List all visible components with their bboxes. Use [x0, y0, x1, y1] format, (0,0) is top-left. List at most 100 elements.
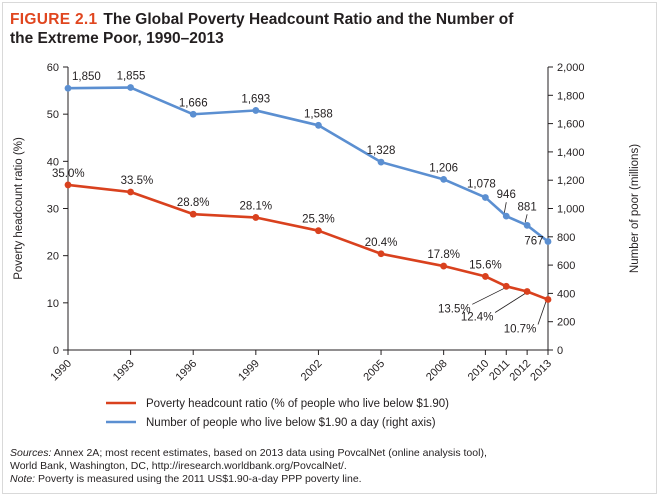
headcount-data-point	[523, 288, 531, 295]
y-right-tick-label: 0	[557, 345, 563, 357]
chart-legend: Poverty headcount ratio (% of people who…	[106, 398, 449, 429]
chart-svg: 010203040506002004006008001,0001,2001,40…	[13, 62, 641, 429]
footnote-sources-line: Sources: Annex 2A; most recent estimates…	[10, 447, 650, 460]
poor-legend-label: Number of people who live below $1.90 a …	[146, 417, 436, 429]
poor-data-point	[127, 84, 135, 91]
headcount-data-label: 28.8%	[177, 197, 210, 209]
poor-data-label: 1,588	[304, 108, 333, 120]
headcount-data-point	[64, 181, 72, 189]
x-tick-label: 2013	[528, 358, 554, 384]
headcount-series-line	[67, 183, 549, 301]
headcount-data-label: 28.1%	[240, 200, 273, 212]
poor-data-label: 1,693	[241, 93, 270, 105]
headcount-data-label: 25.3%	[302, 214, 335, 226]
headcount-legend-label: Poverty headcount ratio (% of people who…	[146, 398, 449, 410]
headcount-data-label: 10.7%	[504, 324, 537, 336]
poor-data-point	[523, 221, 531, 229]
sources-label: Sources:	[10, 447, 52, 459]
poor-data-label: 1,666	[179, 97, 208, 109]
headcount-data-label: 15.6%	[469, 259, 502, 271]
poor-data-point	[189, 110, 197, 118]
poor-data-point	[377, 158, 385, 166]
chart-leaders	[472, 202, 547, 325]
footnote: Sources: Annex 2A; most recent estimates…	[10, 447, 650, 486]
poor-data-point	[544, 238, 552, 245]
poor-data-label: 1,850	[72, 71, 101, 83]
y-right-tick-label: 1,200	[557, 175, 585, 187]
y-left-tick-label: 50	[47, 109, 59, 121]
poor-data-point	[440, 175, 448, 183]
title-text-1: The Global Poverty Headcount Ratio and t…	[103, 11, 514, 28]
y-right-tick-label: 200	[557, 317, 575, 329]
poor-data-point	[502, 212, 510, 220]
poor-data-label: 946	[497, 189, 516, 201]
y-right-tick-label: 400	[557, 288, 575, 300]
headcount-data-label: 20.4%	[365, 237, 398, 249]
poor-data-point	[315, 121, 322, 129]
y-axis-right-title: Number of poor (millions)	[629, 144, 641, 273]
poor-data-point	[252, 107, 260, 114]
headcount-data-point	[502, 282, 510, 290]
headcount-label-leader	[494, 293, 526, 313]
headcount-data-label: 13.5%	[438, 303, 471, 315]
y-right-tick-label: 1,000	[557, 204, 585, 216]
x-tick-label: 2012	[507, 358, 533, 384]
poor-data-label: 1,206	[429, 162, 458, 174]
headcount-data-point	[189, 210, 197, 218]
headcount-label-leader	[472, 287, 505, 305]
y-axis-left-title: Poverty headcount ratio (%)	[13, 137, 25, 280]
headcount-label-leader	[537, 301, 547, 325]
title-line-1: FIGURE 2.1 The Global Poverty Headcount R…	[10, 10, 650, 29]
x-tick-label: 2011	[487, 358, 512, 383]
figure-label: FIGURE 2.1	[10, 11, 98, 28]
x-tick-label: 1990	[48, 358, 74, 384]
headcount-data-point	[481, 273, 489, 280]
poor-data-label: 881	[518, 201, 537, 213]
x-tick-label: 1999	[236, 358, 262, 384]
y-right-tick-label: 1,600	[557, 119, 585, 131]
x-tick-label: 1993	[111, 358, 137, 384]
chart-data-labels: 35.0% 33.5% 28.8% 28.1% 25.3% 20.4% 17.8% 15.6%…	[52, 71, 544, 336]
y-right-tick-label: 800	[557, 232, 575, 244]
poor-data-label: 1,855	[117, 71, 146, 83]
footnote-note-line: Note: Poverty is measured using the 2011…	[10, 473, 650, 486]
poor-data-point	[481, 194, 489, 201]
poor-data-label: 767	[524, 235, 543, 247]
note-text: Poverty is measured using the 2011 US$1.…	[38, 473, 362, 485]
headcount-data-point	[377, 250, 385, 258]
note-label: Note:	[10, 473, 36, 485]
x-tick-label: 2008	[424, 358, 450, 384]
poor-data-label: 1,328	[367, 145, 396, 157]
headcount-data-label: 35.0%	[52, 168, 85, 180]
figure-title: FIGURE 2.1 The Global Poverty Headcount R…	[10, 10, 650, 48]
headcount-data-point	[440, 262, 448, 270]
headcount-data-point	[127, 188, 135, 196]
headcount-data-point	[544, 296, 552, 303]
x-tick-label: 1996	[174, 358, 200, 384]
headcount-data-label: 17.8%	[427, 249, 460, 261]
poor-data-point	[64, 84, 72, 92]
headcount-data-label: 33.5%	[121, 175, 154, 187]
sources-text: Annex 2A; most recent estimates, based o…	[53, 447, 487, 459]
y-left-tick-label: 0	[53, 345, 59, 357]
y-right-tick-label: 2,000	[557, 62, 585, 74]
footnote-sources-line-2: World Bank, Washington, DC, http://irese…	[10, 460, 347, 472]
chart-series	[64, 84, 552, 303]
headcount-data-label: 12.4%	[461, 312, 494, 324]
x-tick-label: 2010	[466, 358, 492, 384]
y-left-tick-label: 10	[47, 298, 59, 310]
poor-data-label: 1,078	[467, 178, 496, 190]
y-right-tick-label: 1,400	[557, 147, 585, 159]
x-tick-label: 2005	[361, 358, 387, 384]
headcount-data-point	[315, 227, 322, 235]
x-tick-label: 2002	[299, 358, 325, 384]
y-left-tick-label: 30	[47, 204, 59, 216]
y-left-tick-label: 60	[47, 62, 59, 74]
poor-label-leader	[524, 214, 528, 223]
y-right-tick-label: 600	[557, 260, 575, 272]
poor-label-leader	[503, 202, 507, 214]
title-line-2: the Extreme Poor, 1990–2013	[10, 30, 224, 47]
y-right-tick-label: 1,800	[557, 90, 585, 102]
y-left-tick-label: 20	[47, 251, 59, 263]
headcount-data-point	[252, 214, 260, 221]
